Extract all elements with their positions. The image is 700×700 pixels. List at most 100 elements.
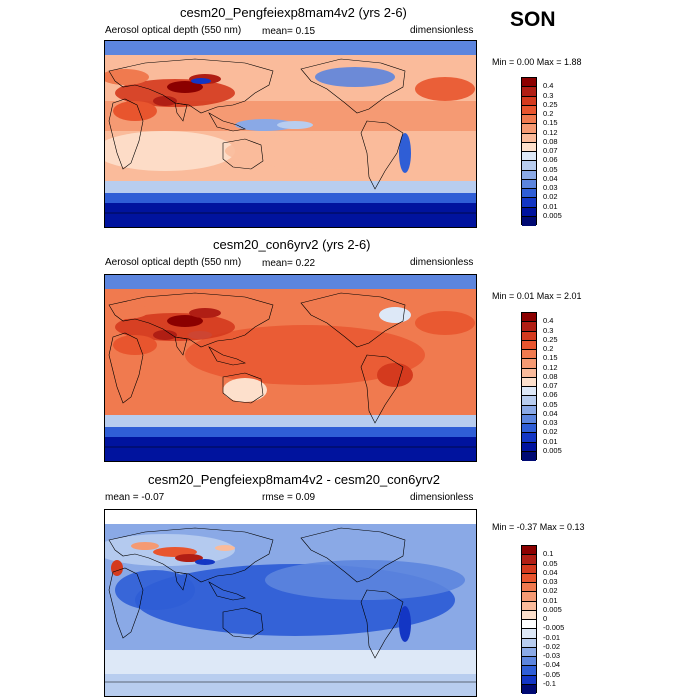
- colorbar-tick-label: 0.005: [543, 210, 562, 220]
- colorbar-tick-label: 0.02: [543, 427, 558, 437]
- colorbar-swatch: [522, 170, 536, 180]
- colorbar-tick-label: 0.07: [543, 146, 558, 155]
- colorbar-swatch: [522, 78, 536, 88]
- minmax-label: Min = 0.01 Max = 2.01: [492, 291, 582, 301]
- contour-field: [105, 275, 476, 461]
- colorbar-tick-label: -0.1: [543, 678, 556, 688]
- colorbar-swatch: [522, 583, 536, 593]
- colorbar-tick-label: -0.03: [543, 651, 561, 660]
- colorbar-tick-label: 0.005: [543, 604, 562, 614]
- colorbar-swatch: [522, 105, 536, 115]
- colorbar-swatch: [522, 161, 536, 171]
- colorbar-tick-label: 0.04: [543, 567, 558, 577]
- colorbar-swatch: [522, 610, 536, 620]
- colorbar-tick-label: 0.005: [543, 445, 562, 455]
- mean-label: mean = -0.07: [105, 492, 165, 503]
- colorbar-swatch: [522, 675, 536, 685]
- colorbar-swatch: [522, 555, 536, 565]
- colorbar-tick-label: 0.04: [543, 408, 558, 418]
- colorbar-tick-label: 0.01: [543, 595, 558, 605]
- colorbar-tick-label: -0.01: [543, 632, 561, 642]
- colorbar-swatch: [522, 198, 536, 208]
- colorbar-swatch: [522, 322, 536, 332]
- colorbar-tick-label: -0.005: [543, 623, 565, 633]
- colorbar-swatch: [522, 684, 536, 694]
- colorbar-tick-label: 0.07: [543, 381, 558, 390]
- contour-field: [105, 510, 476, 696]
- colorbar-tick-label: 0: [543, 614, 548, 623]
- panel-title: cesm20_Pengfeiexp8mam4v2 (yrs 2-6): [180, 5, 407, 20]
- colorbar: [521, 545, 537, 694]
- map-plot: [104, 509, 477, 697]
- colorbar-tick-label: 0.08: [543, 371, 558, 381]
- colorbar-swatch: [522, 124, 536, 134]
- units-label: dimensionless: [410, 25, 474, 36]
- colorbar-tick-label: 0.12: [543, 127, 558, 137]
- colorbar-tick-label: -0.05: [543, 669, 561, 679]
- colorbar-tick-label: 0.03: [543, 577, 558, 586]
- colorbar-swatch: [522, 189, 536, 199]
- colorbar-tick-label: 0.2: [543, 344, 554, 353]
- colorbar-swatch: [522, 207, 536, 217]
- colorbar-tick-label: 0.01: [543, 436, 558, 446]
- colorbar-tick-label: 0.05: [543, 399, 558, 409]
- colorbar-tick-label: 0.2: [543, 109, 554, 118]
- colorbar-swatch: [522, 601, 536, 611]
- panel-title: cesm20_con6yrv2 (yrs 2-6): [213, 237, 371, 252]
- colorbar-swatch: [522, 96, 536, 106]
- colorbar-swatch: [522, 115, 536, 125]
- colorbar-swatch: [522, 350, 536, 360]
- colorbar-tick-label: 0.08: [543, 136, 558, 146]
- colorbar-tick-label: 0.03: [543, 418, 558, 427]
- colorbar: [521, 77, 537, 226]
- colorbar-tick-label: 0.02: [543, 586, 558, 596]
- colorbar-tick-label: 0.25: [543, 99, 558, 109]
- mean-label: mean= 0.22: [262, 258, 316, 269]
- colorbar-tick-label: 0.05: [543, 558, 558, 568]
- minmax-label: Min = -0.37 Max = 0.13: [492, 522, 585, 532]
- colorbar-tick-label: 0.3: [543, 325, 554, 335]
- colorbar-tick-label: 0.05: [543, 164, 558, 174]
- units-label: dimensionless: [410, 492, 474, 503]
- colorbar-tick-label: 0.15: [543, 118, 558, 128]
- contour-field: [105, 41, 476, 227]
- colorbar-swatch: [522, 564, 536, 574]
- colorbar-tick-label: 0.25: [543, 334, 558, 344]
- units-label: dimensionless: [410, 257, 474, 268]
- colorbar-swatch: [522, 573, 536, 583]
- colorbar-swatch: [522, 313, 536, 323]
- colorbar-swatch: [522, 629, 536, 639]
- colorbar-tick-label: -0.02: [543, 641, 561, 651]
- colorbar-swatch: [522, 424, 536, 434]
- colorbar-swatch: [522, 152, 536, 162]
- colorbar-swatch: [522, 142, 536, 152]
- colorbar-swatch: [522, 368, 536, 378]
- colorbar-tick-label: 0.15: [543, 353, 558, 363]
- colorbar-swatch: [522, 387, 536, 397]
- variable-label: Aerosol optical depth (550 nm): [105, 257, 242, 268]
- colorbar-swatch: [522, 657, 536, 667]
- colorbar-swatch: [522, 216, 536, 226]
- variable-label: Aerosol optical depth (550 nm): [105, 25, 242, 36]
- colorbar-tick-label: 0.06: [543, 155, 558, 165]
- colorbar-tick-label: -0.04: [543, 660, 561, 670]
- colorbar-swatch: [522, 405, 536, 415]
- colorbar-swatch: [522, 666, 536, 676]
- colorbar: [521, 312, 537, 461]
- colorbar-swatch: [522, 647, 536, 657]
- colorbar-swatch: [522, 414, 536, 424]
- colorbar-swatch: [522, 359, 536, 369]
- colorbar-tick-label: 0.03: [543, 183, 558, 192]
- colorbar-swatch: [522, 638, 536, 648]
- colorbar-tick-label: 0.1: [543, 549, 554, 559]
- colorbar-swatch: [522, 133, 536, 143]
- colorbar-swatch: [522, 451, 536, 461]
- colorbar-swatch: [522, 396, 536, 406]
- colorbar-swatch: [522, 87, 536, 97]
- rmse-label: rmse = 0.09: [262, 492, 316, 503]
- colorbar-tick-label: 0.02: [543, 192, 558, 202]
- colorbar-swatch: [522, 546, 536, 556]
- minmax-label: Min = 0.00 Max = 1.88: [492, 57, 582, 67]
- colorbar-tick-label: 0.12: [543, 362, 558, 372]
- map-plot: [104, 274, 477, 462]
